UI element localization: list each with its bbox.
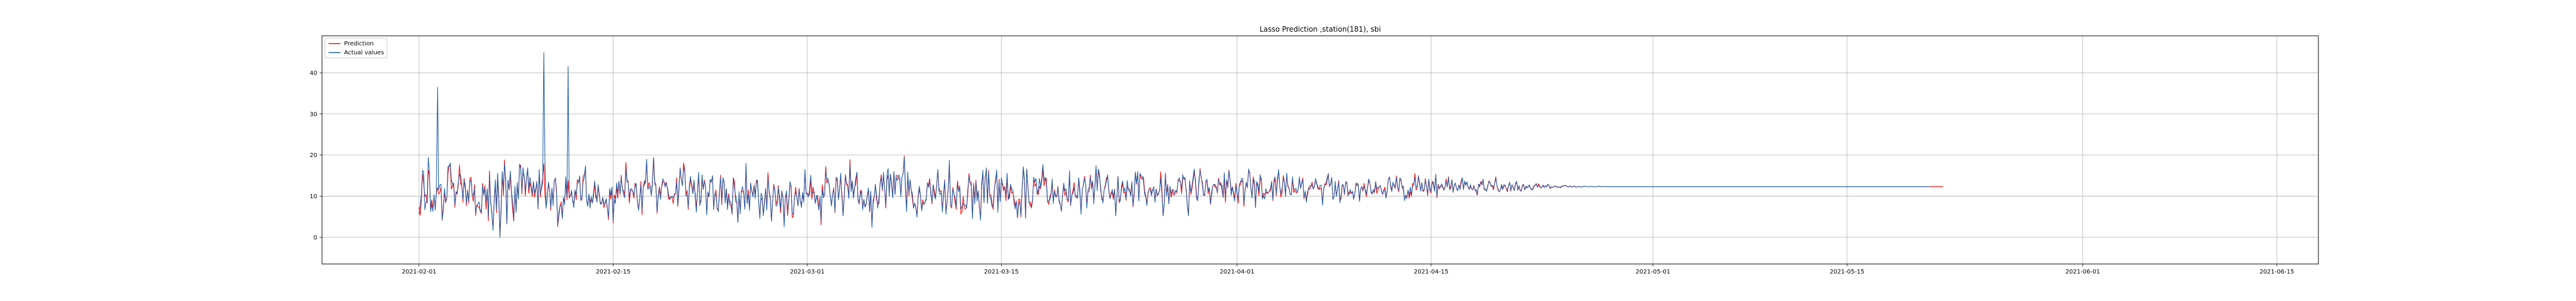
legend: Prediction Actual values <box>324 38 388 59</box>
x-tick-label: 2021-03-01 <box>790 269 825 275</box>
plot-frame <box>321 35 2319 265</box>
series-layer <box>419 52 1943 238</box>
y-axis: 0 10 20 30 40 <box>309 70 322 241</box>
x-tick-label: 2021-06-01 <box>2066 269 2100 275</box>
x-tick-label: 2021-04-01 <box>1219 269 1254 275</box>
y-tick-label: 40 <box>309 70 317 76</box>
series-line-actual-values <box>419 52 1930 238</box>
x-tick-label: 2021-02-01 <box>402 269 436 275</box>
y-tick-label: 0 <box>314 235 317 241</box>
x-tick-label: 2021-05-01 <box>1636 269 1670 275</box>
x-tick-label: 2021-04-15 <box>1414 269 1448 275</box>
chart-title: Lasso Prediction ,station(181), sbi <box>1259 25 1380 33</box>
x-tick-label: 2021-06-15 <box>2259 269 2294 275</box>
x-tick-label: 2021-05-15 <box>1829 269 1864 275</box>
grid <box>322 36 2318 264</box>
y-tick-label: 20 <box>309 152 317 159</box>
y-tick-label: 30 <box>309 111 317 118</box>
x-tick-label: 2021-03-15 <box>984 269 1018 275</box>
legend-label-actual-values: Actual values <box>344 50 384 56</box>
x-tick-label: 2021-02-15 <box>596 269 630 275</box>
x-axis: 2021-02-01 2021-02-15 2021-03-01 2021-03-15… <box>402 264 2294 275</box>
y-tick-label: 10 <box>309 194 317 200</box>
legend-label-prediction: Prediction <box>344 41 374 47</box>
